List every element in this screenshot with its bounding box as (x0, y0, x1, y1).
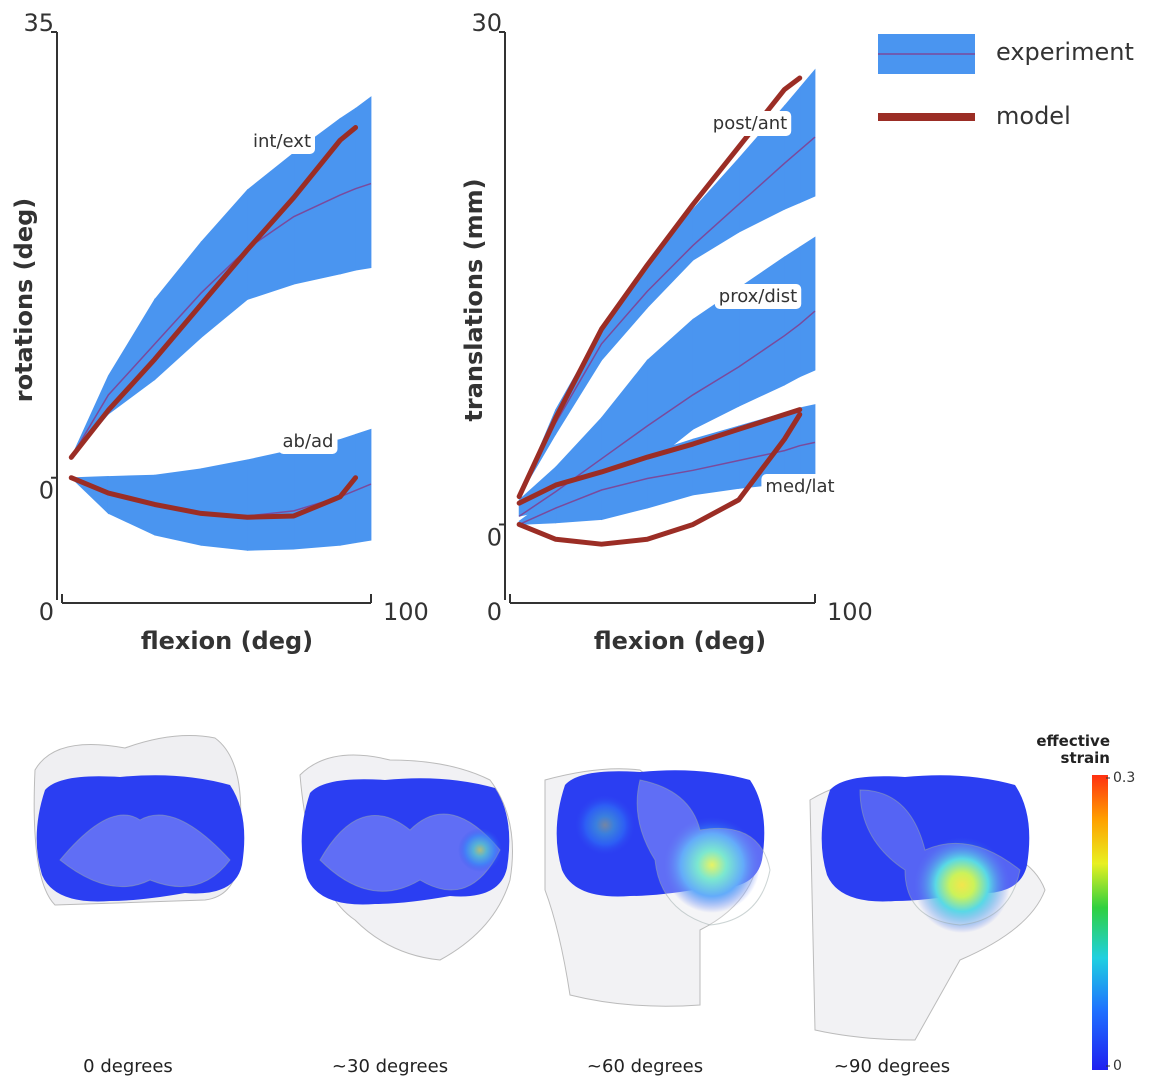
legend-label: model (996, 102, 1071, 130)
page: experiment model 0 35 0 100 rotations (deg) fl… (0, 0, 1173, 1081)
annotation: post/ant (713, 113, 787, 134)
renders (34, 736, 1108, 1070)
experiment-band (247, 450, 293, 551)
x-tick-label: 100 (827, 598, 873, 626)
experiment-band (739, 257, 785, 406)
x-tick-label: 0 (39, 598, 54, 626)
y-axis-title: translations (mm) (460, 178, 488, 421)
experiment-band (800, 70, 815, 203)
experiment-band (693, 288, 739, 429)
strain-spot (458, 828, 502, 872)
figure: experiment model 0 35 0 100 rotations (deg) fl… (0, 0, 1173, 1081)
experiment-band (356, 429, 371, 542)
legend: experiment model (878, 34, 1134, 130)
colorbar (1092, 775, 1108, 1070)
annotation: med/lat (765, 476, 834, 497)
y-tick-label: 35 (23, 9, 54, 37)
x-axis-title: flexion (deg) (594, 627, 766, 655)
annotation: prox/dist (719, 286, 797, 307)
render-caption: ~60 degrees (587, 1056, 703, 1077)
x-axis-title: flexion (deg) (141, 627, 313, 655)
colorbar-title: effective strain (1010, 733, 1110, 767)
render-caption: ~30 degrees (332, 1056, 448, 1077)
experiment-band (201, 460, 247, 550)
legend-label: experiment (996, 38, 1134, 66)
experiment-band (785, 88, 800, 209)
annotation: int/ext (253, 131, 311, 152)
experiment-band (602, 265, 648, 360)
colorbar-tick-label: 0.3 (1113, 770, 1135, 786)
y-tick-label: 0 (39, 477, 54, 505)
y-axis-title: rotations (deg) (10, 198, 38, 402)
x-tick-label: 100 (383, 598, 429, 626)
strain-spot (575, 795, 635, 855)
render-caption: ~90 degrees (834, 1056, 950, 1077)
experiment-band (201, 190, 247, 338)
render-caption: 0 degrees (83, 1056, 173, 1077)
x-tick-label: 0 (487, 598, 502, 626)
colorbar-tick-label: 0 (1113, 1058, 1122, 1074)
experiment-band (800, 237, 815, 377)
y-tick-label: 0 (487, 523, 502, 551)
y-tick-label: 30 (471, 9, 502, 37)
experiment-band (108, 299, 154, 414)
annotation: ab/ad (283, 431, 334, 452)
experiment-band (294, 440, 340, 550)
experiment-band (785, 247, 800, 385)
